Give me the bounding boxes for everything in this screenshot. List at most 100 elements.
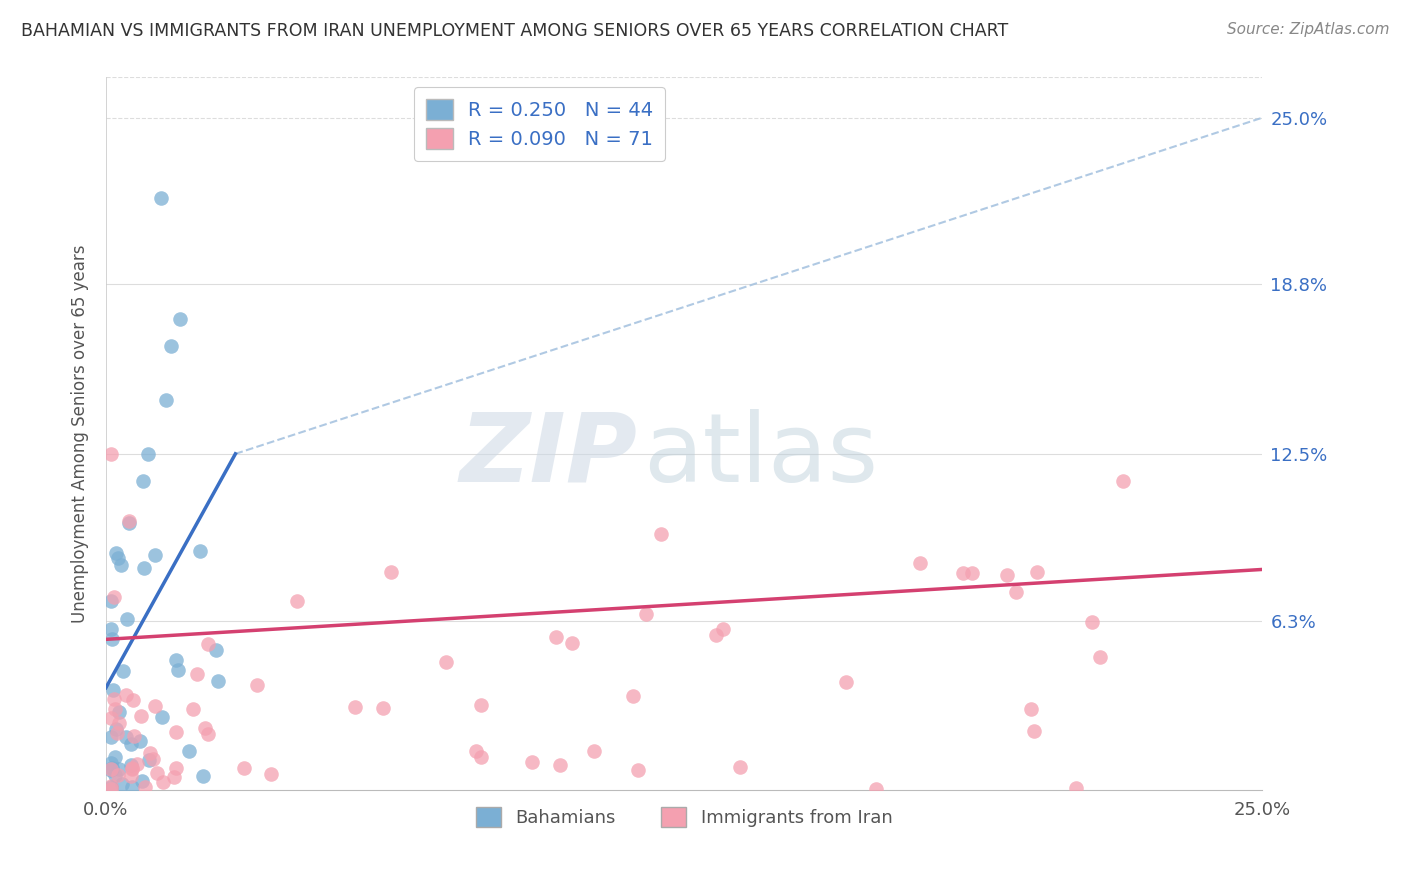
Legend: Bahamians, Immigrants from Iran: Bahamians, Immigrants from Iran [468,800,900,834]
Point [1081,615,1104,630]
Point [165,653,187,667]
Point [650,527,672,541]
Point [544,630,567,644]
Point [105,726,128,740]
Point [246,678,269,692]
Point [108,706,131,720]
Point [104,768,127,782]
Point [104,722,127,736]
Point [865,781,887,796]
Point [100,762,122,776]
Point [100,730,122,744]
Text: atlas: atlas [644,409,879,501]
Point [561,636,583,650]
Point [711,623,734,637]
Point [371,701,394,715]
Point [118,516,141,531]
Point [155,393,177,408]
Point [129,733,152,747]
Point [100,763,122,777]
Point [997,568,1019,582]
Point [108,715,131,730]
Point [115,611,138,625]
Point [100,780,122,795]
Point [165,761,187,775]
Point [191,769,214,783]
Point [380,566,402,580]
Point [520,756,543,770]
Point [145,548,167,562]
Point [1005,585,1028,599]
Point [110,777,132,791]
Point [1025,565,1047,579]
Point [100,622,122,636]
Point [621,690,644,704]
Point [636,607,658,622]
Point [122,693,145,707]
Point [120,769,142,783]
Point [100,711,122,725]
Point [194,721,217,735]
Point [704,627,727,641]
Point [110,558,132,572]
Point [186,667,208,681]
Point [129,709,152,723]
Point [1088,650,1111,665]
Point [960,566,983,580]
Text: ZIP: ZIP [460,409,638,501]
Y-axis label: Unemployment Among Seniors over 65 years: Unemployment Among Seniors over 65 years [72,244,89,623]
Point [100,594,122,608]
Point [100,447,122,461]
Point [104,546,127,560]
Point [136,447,159,461]
Point [952,566,974,580]
Point [835,675,858,690]
Point [434,655,457,669]
Point [132,474,155,488]
Point [728,760,751,774]
Point [179,744,201,758]
Point [100,779,122,793]
Point [121,762,143,776]
Point [100,781,122,796]
Point [114,688,136,702]
Point [118,514,141,528]
Point [205,643,228,657]
Point [197,726,219,740]
Point [107,762,129,776]
Point [1019,702,1042,716]
Point [107,550,129,565]
Point [138,753,160,767]
Point [121,780,143,794]
Point [162,770,184,784]
Point [908,556,931,570]
Point [101,761,124,775]
Point [120,737,142,751]
Point [134,561,156,575]
Point [103,691,125,706]
Text: Source: ZipAtlas.com: Source: ZipAtlas.com [1226,22,1389,37]
Point [103,591,125,605]
Point [150,191,173,205]
Point [165,725,187,739]
Point [139,746,162,760]
Point [169,312,191,326]
Point [120,757,142,772]
Point [1112,474,1135,488]
Point [152,775,174,789]
Point [159,339,181,353]
Point [197,637,219,651]
Point [1022,724,1045,739]
Point [125,756,148,771]
Point [285,594,308,608]
Point [100,632,122,646]
Point [167,664,190,678]
Point [115,731,138,745]
Point [142,752,165,766]
Point [260,767,283,781]
Point [104,749,127,764]
Point [134,780,156,794]
Point [181,702,204,716]
Point [121,760,143,774]
Point [111,665,134,679]
